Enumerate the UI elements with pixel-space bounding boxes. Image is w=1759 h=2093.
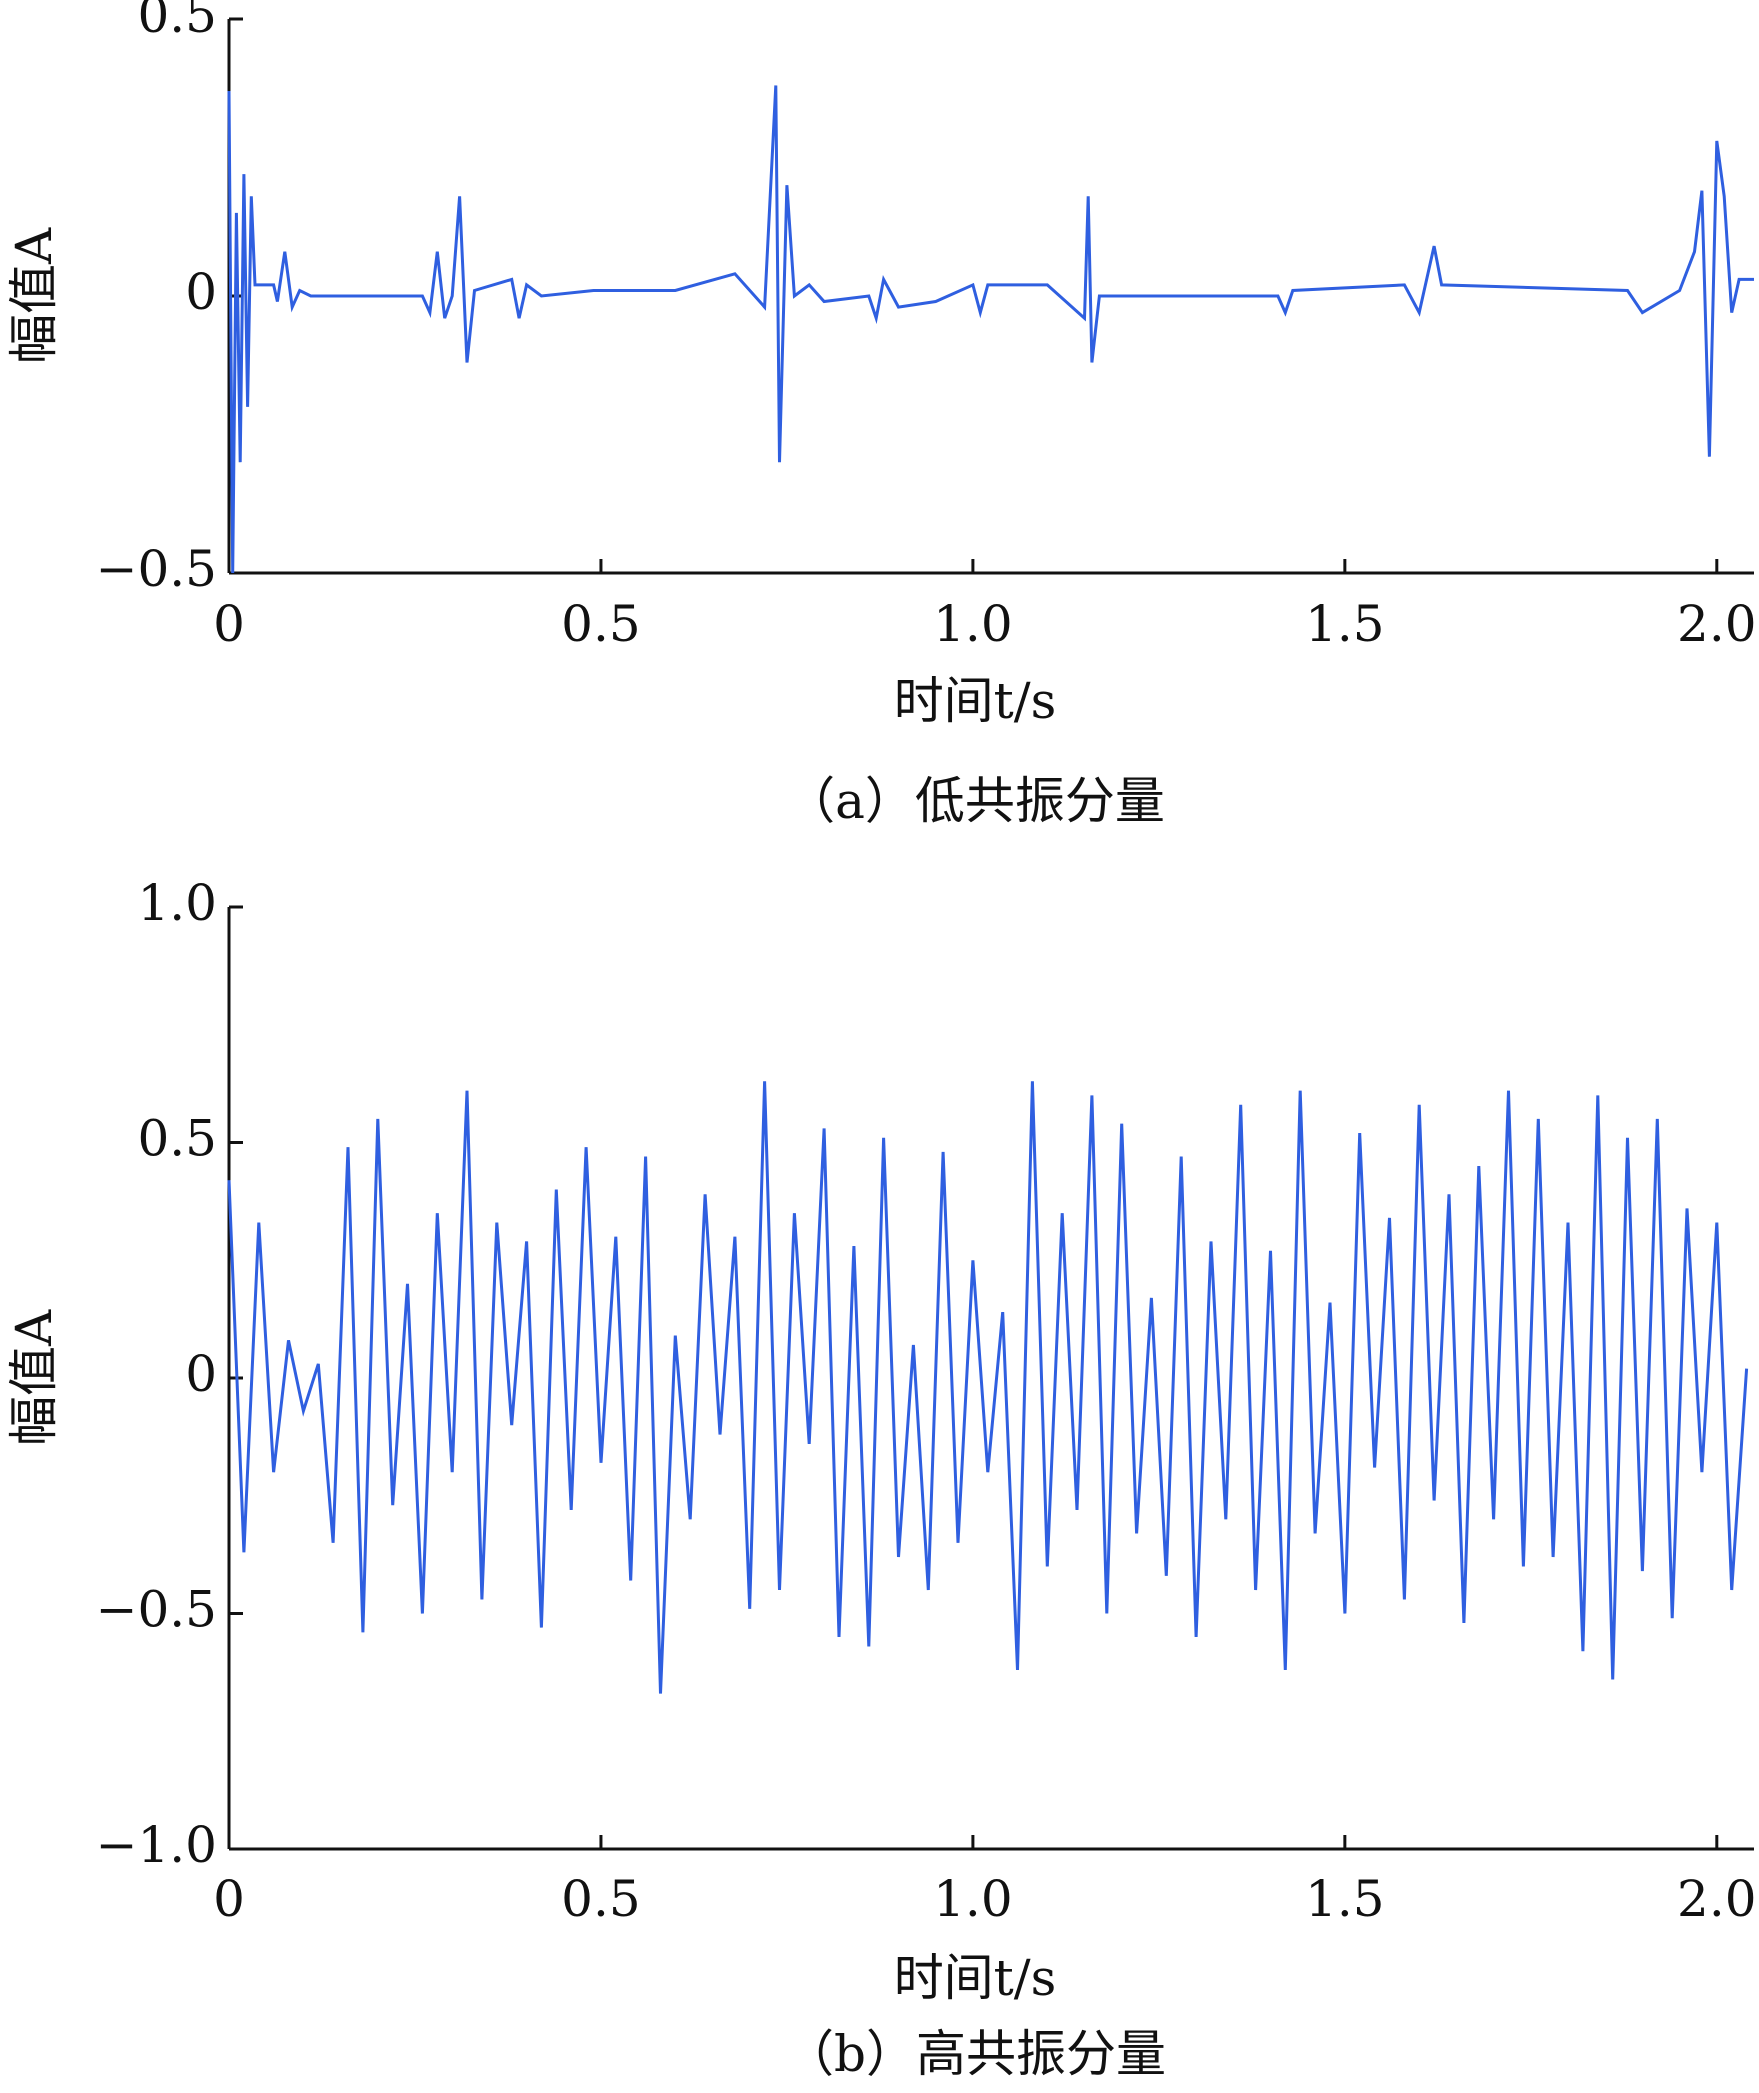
x-tick-label: 2.0 <box>1677 595 1757 653</box>
y-tick-label: 0 <box>185 263 217 321</box>
y-tick-label: 0.5 <box>137 1110 217 1168</box>
y-tick-label: 0 <box>185 1345 217 1403</box>
x-tick-label: 2.0 <box>1677 1870 1757 1928</box>
y-axis-label: 幅值A <box>5 227 63 364</box>
x-tick-label: 0.5 <box>561 1870 641 1928</box>
x-axis-label: 时间t/s <box>894 1949 1057 2007</box>
x-tick-label: 0.5 <box>561 595 641 653</box>
y-tick-label: −1.0 <box>96 1816 217 1874</box>
x-tick-label: 1.5 <box>1305 595 1385 653</box>
y-tick-label: 0.5 <box>137 0 217 44</box>
caption: （b）高共振分量 <box>784 2025 1166 2083</box>
signal-line <box>227 1081 1749 1694</box>
x-tick-label: 1.5 <box>1305 1870 1385 1928</box>
x-tick-label: 1.0 <box>933 595 1013 653</box>
y-axis-label: 幅值A <box>5 1309 63 1446</box>
y-tick-label: −0.5 <box>96 540 217 598</box>
signal-line <box>227 85 1754 574</box>
y-tick-label: 1.0 <box>137 874 217 932</box>
x-axis-label: 时间t/s <box>894 672 1057 730</box>
x-tick-label: 0 <box>213 595 245 653</box>
x-tick-label: 1.0 <box>933 1870 1013 1928</box>
y-tick-label: −0.5 <box>96 1581 217 1639</box>
x-tick-label: 0 <box>213 1870 245 1928</box>
caption: （a）低共振分量 <box>785 772 1165 830</box>
